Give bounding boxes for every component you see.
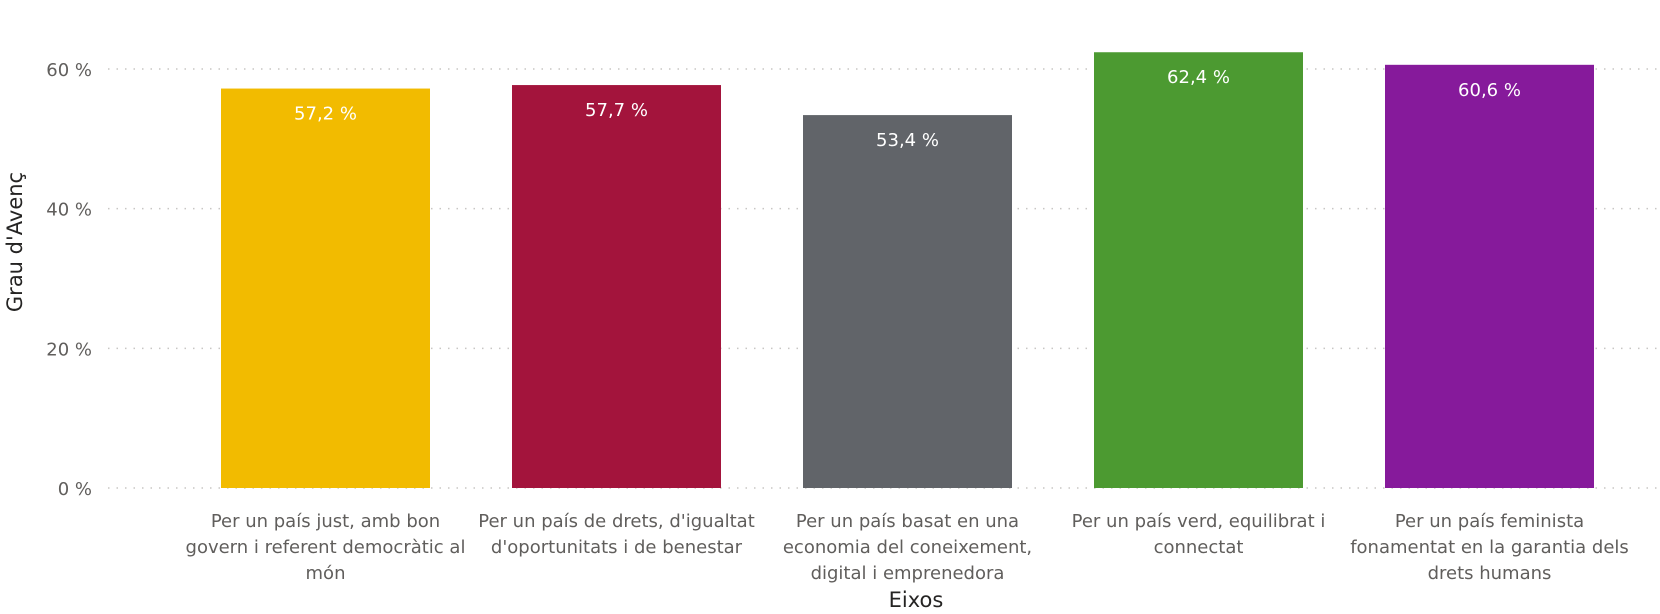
bar — [512, 85, 721, 488]
x-axis-categories: Per un país just, amb bon govern i refere… — [186, 511, 1629, 584]
bar — [1094, 52, 1303, 489]
x-category-label: Per un país basat en una economia del con… — [783, 511, 1032, 584]
data-label: 60,6 % — [1458, 80, 1521, 101]
x-category-label: Per un país verd, equilibrat i connectat — [1072, 511, 1326, 558]
bar — [221, 88, 430, 488]
data-labels: 57,2 % 57,7 % 53,4 % 62,4 % 60,6 % — [294, 67, 1521, 151]
bar — [1385, 64, 1594, 488]
x-axis-title: Eixos — [889, 588, 944, 612]
y-axis-ticks: 0 % 20 % 40 % 60 % — [46, 60, 92, 500]
y-tick-label: 20 % — [46, 339, 92, 360]
x-category-label: Per un país de drets, d'igualtat d'oportu… — [478, 511, 755, 558]
y-tick-label: 0 % — [58, 479, 92, 500]
data-label: 57,2 % — [294, 104, 357, 125]
y-tick-label: 40 % — [46, 200, 92, 221]
x-category-label: Per un país just, amb bon govern i refere… — [186, 511, 466, 584]
x-category-label: Per un país feminista fonamentat en la ga… — [1350, 511, 1629, 584]
data-label: 53,4 % — [876, 130, 939, 151]
bar — [803, 115, 1012, 488]
y-tick-label: 60 % — [46, 60, 92, 81]
bars — [221, 52, 1594, 489]
data-label: 57,7 % — [585, 100, 648, 121]
y-axis-title: Grau d'Avenç — [3, 172, 27, 312]
data-label: 62,4 % — [1167, 67, 1230, 88]
